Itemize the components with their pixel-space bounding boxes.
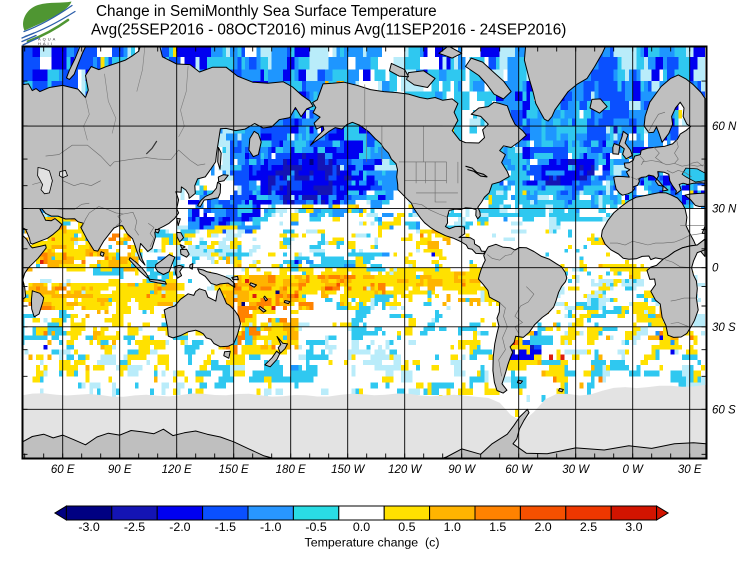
svg-text:120 E: 120 E bbox=[162, 464, 192, 476]
svg-text:3.0: 3.0 bbox=[625, 520, 642, 534]
svg-text:120 W: 120 W bbox=[388, 464, 422, 476]
svg-text:150 W: 150 W bbox=[331, 464, 365, 476]
svg-text:60 E: 60 E bbox=[51, 464, 75, 476]
svg-text:90 E: 90 E bbox=[108, 464, 132, 476]
svg-text:30 N: 30 N bbox=[712, 204, 737, 216]
svg-text:2.0: 2.0 bbox=[534, 520, 551, 534]
svg-text:150 E: 150 E bbox=[219, 464, 249, 476]
svg-text:2.5: 2.5 bbox=[580, 520, 597, 534]
svg-text:1.5: 1.5 bbox=[489, 520, 506, 534]
svg-text:HAII: HAII bbox=[38, 41, 54, 46]
svg-text:90 W: 90 W bbox=[448, 464, 476, 476]
svg-text:0 W: 0 W bbox=[622, 464, 644, 476]
svg-text:30 E: 30 E bbox=[678, 464, 702, 476]
svg-text:30 W: 30 W bbox=[562, 464, 590, 476]
svg-text:60 N: 60 N bbox=[712, 121, 737, 133]
svg-text:0: 0 bbox=[712, 263, 719, 275]
svg-text:AQUA: AQUA bbox=[38, 37, 57, 42]
svg-text:-1.5: -1.5 bbox=[215, 520, 236, 534]
svg-text:30 S: 30 S bbox=[712, 322, 736, 334]
svg-text:0.5: 0.5 bbox=[398, 520, 415, 534]
svg-text:Change in SemiMonthly Sea Surf: Change in SemiMonthly Sea Surface Temper… bbox=[96, 3, 437, 20]
svg-text:60 S: 60 S bbox=[712, 404, 736, 416]
svg-text:-1.0: -1.0 bbox=[260, 520, 281, 534]
svg-text:0.0: 0.0 bbox=[353, 520, 370, 534]
svg-text:-3.0: -3.0 bbox=[78, 520, 99, 534]
svg-text:-0.5: -0.5 bbox=[305, 520, 326, 534]
svg-text:60 W: 60 W bbox=[505, 464, 533, 476]
svg-text:-2.0: -2.0 bbox=[169, 520, 190, 534]
svg-text:Temperature change (c): Temperature change (c) bbox=[305, 536, 440, 550]
svg-text:1.0: 1.0 bbox=[444, 520, 461, 534]
svg-text:180 E: 180 E bbox=[276, 464, 306, 476]
svg-text:-2.5: -2.5 bbox=[124, 520, 145, 534]
svg-text:Avg(25SEP2016 - 08OCT2016) min: Avg(25SEP2016 - 08OCT2016) minus Avg(11S… bbox=[91, 22, 566, 39]
